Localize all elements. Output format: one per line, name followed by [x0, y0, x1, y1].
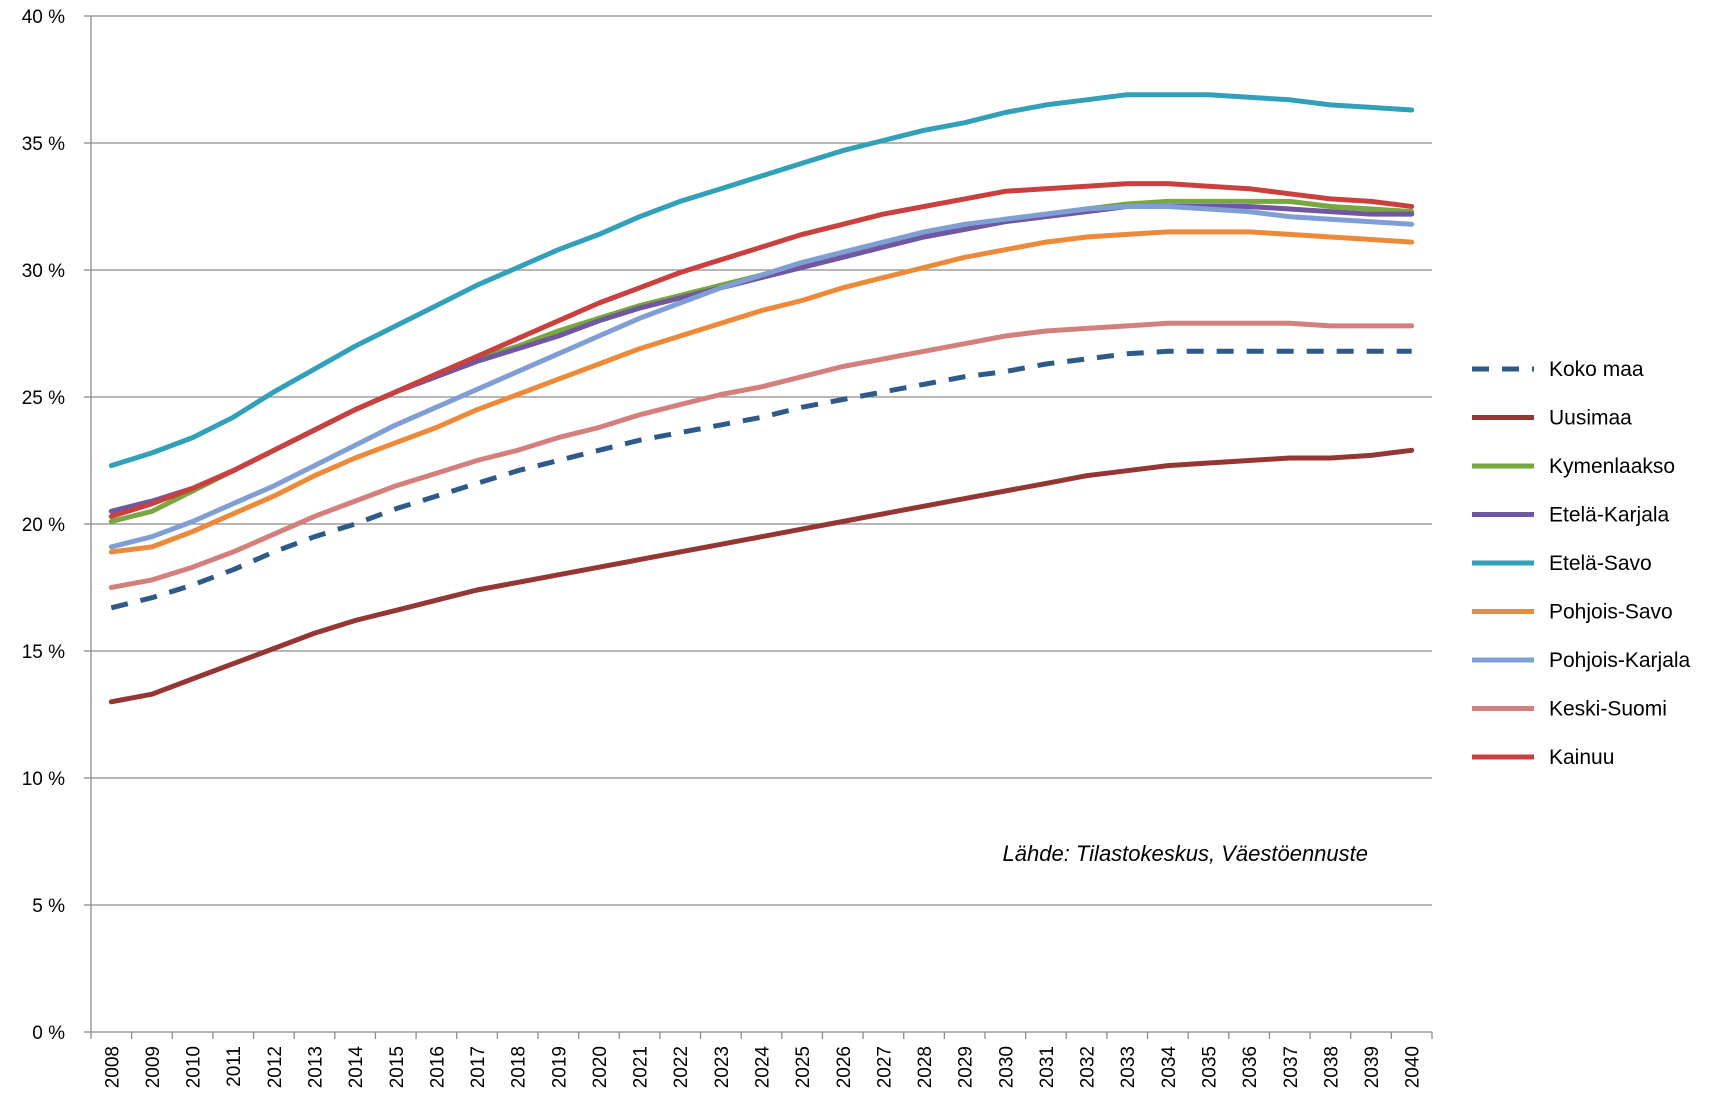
y-tick-label: 15 %	[22, 642, 65, 663]
x-axis: 2008 2009 2010 2011 2012 2013 2014 2015 2016 2017…	[90, 1031, 1433, 1089]
source-annotation: Lähde: Tilastokeskus, Väestöennuste	[1003, 841, 1368, 866]
series-line-etel-savo	[108, 92, 1415, 469]
y-tick-label: 20 %	[22, 515, 65, 536]
x-tick-label: 2010	[184, 1046, 205, 1088]
legend-label: Kainuu	[1549, 746, 1614, 769]
x-tick-label: 2015	[387, 1046, 408, 1088]
x-tick-label: 2024	[753, 1046, 774, 1089]
y-axis-tick-labels: 0 % 5 % 10 % 15 % 20 % 25 % 30 % 35 % 40 %	[22, 7, 92, 1044]
legend-label: Kymenlaakso	[1549, 455, 1675, 478]
x-tick-label: 2019	[549, 1046, 570, 1088]
series-line-koko-maa	[110, 348, 1412, 611]
x-tick-label: 2023	[712, 1046, 733, 1088]
series-line-etel-karjala	[108, 204, 1415, 514]
x-tick-label: 2014	[346, 1046, 367, 1089]
x-tick-label: 2034	[1159, 1046, 1180, 1089]
x-tick-label: 2018	[509, 1046, 530, 1088]
legend-label: Etelä-Karjala	[1549, 504, 1670, 527]
x-tick-label: 2016	[427, 1046, 448, 1088]
series-line-pohjois-karjala	[108, 204, 1415, 550]
legend: Koko maa Uusimaa Kymenlaakso Etelä-Karjala E…	[1472, 358, 1691, 769]
x-tick-label: 2009	[143, 1046, 164, 1088]
legend-label: Koko maa	[1549, 358, 1644, 381]
x-tick-label: 2035	[1200, 1046, 1221, 1088]
x-tick-label: 2037	[1281, 1046, 1302, 1088]
x-tick-label: 2027	[874, 1046, 895, 1088]
y-tick-label: 0 %	[32, 1023, 65, 1044]
series-line-kainuu	[108, 181, 1415, 519]
x-tick-label: 2012	[265, 1046, 286, 1088]
x-tick-label: 2028	[915, 1046, 936, 1088]
x-tick-label: 2011	[224, 1046, 245, 1087]
series-line-uusimaa	[108, 447, 1415, 705]
legend-label: Etelä-Savo	[1549, 552, 1652, 575]
y-tick-label: 5 %	[32, 896, 65, 917]
x-tick-label: 2036	[1240, 1046, 1261, 1088]
x-tick-label: 2040	[1403, 1046, 1424, 1088]
x-tick-label: 2022	[671, 1046, 692, 1088]
series-line-pohjois-savo	[108, 229, 1415, 555]
y-tick-label: 10 %	[22, 769, 65, 790]
legend-label: Pohjois-Karjala	[1549, 649, 1691, 672]
x-tick-label: 2020	[590, 1046, 611, 1088]
legend-label: Uusimaa	[1549, 407, 1632, 430]
series-line-keski-suomi	[108, 320, 1415, 590]
x-tick-label: 2017	[468, 1046, 489, 1088]
y-tick-label: 30 %	[22, 261, 65, 282]
x-tick-label: 2030	[996, 1046, 1017, 1088]
x-tick-label: 2013	[306, 1046, 327, 1088]
legend-label: Keski-Suomi	[1549, 698, 1667, 721]
x-tick-label: 2025	[793, 1046, 814, 1088]
x-tick-label: 2008	[102, 1046, 123, 1088]
y-tick-label: 40 %	[22, 7, 65, 28]
y-tick-label: 25 %	[22, 388, 65, 409]
x-tick-label: 2032	[1078, 1046, 1099, 1088]
series-lines	[108, 92, 1415, 705]
x-tick-label: 2031	[1037, 1046, 1058, 1088]
x-tick-label: 2038	[1321, 1046, 1342, 1088]
gridlines	[91, 15, 1432, 906]
x-tick-label: 2033	[1118, 1046, 1139, 1088]
x-tick-label: 2029	[956, 1046, 977, 1088]
x-tick-label: 2039	[1362, 1046, 1383, 1088]
x-tick-label: 2026	[834, 1046, 855, 1088]
x-tick-label: 2021	[631, 1046, 652, 1088]
y-tick-label: 35 %	[22, 134, 65, 155]
legend-label: Pohjois-Savo	[1549, 601, 1673, 624]
